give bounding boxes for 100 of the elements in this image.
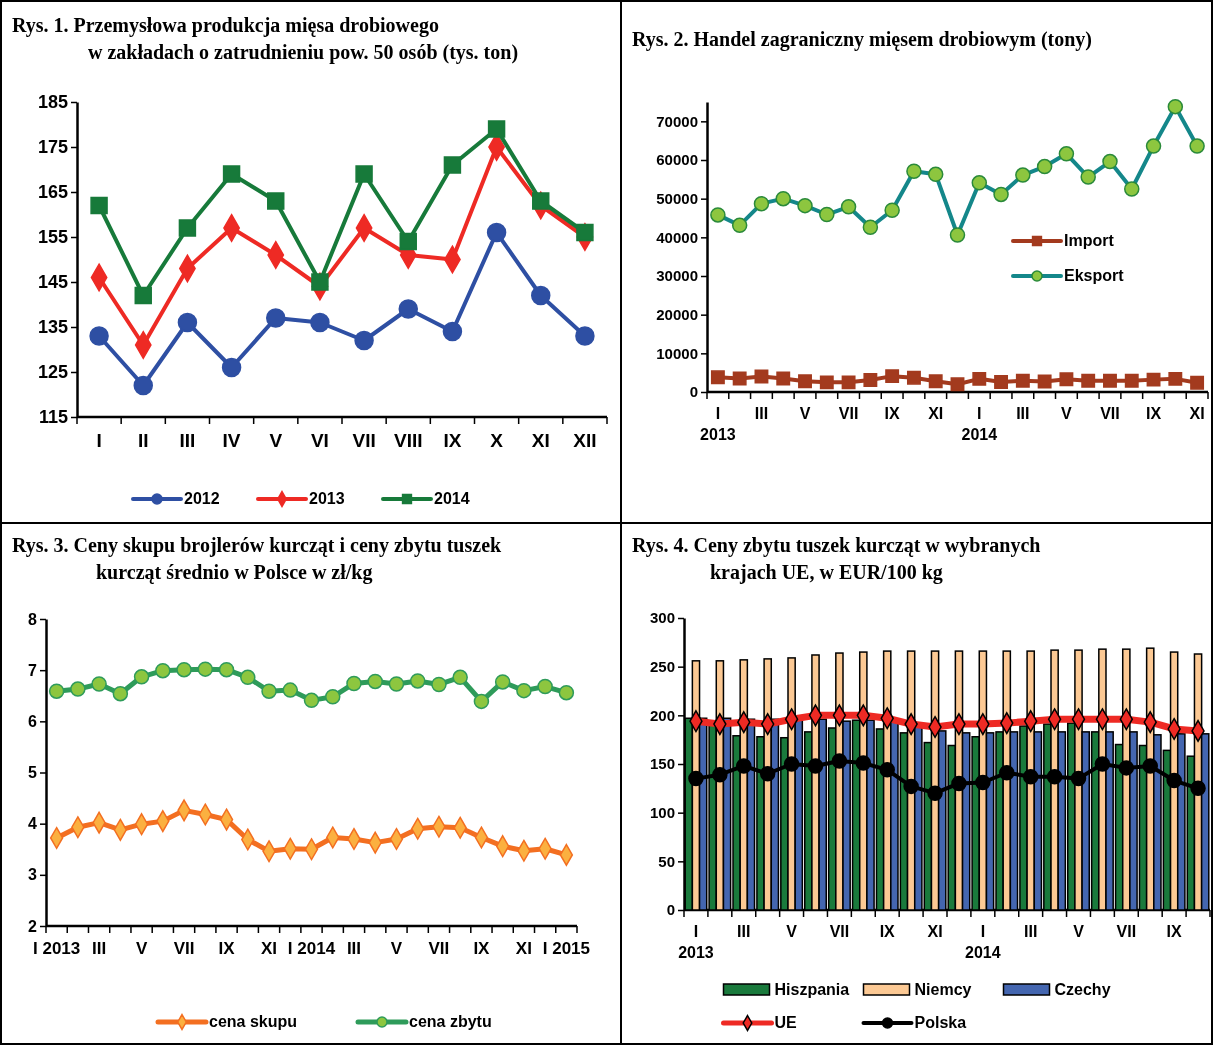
x-tick-label: IX bbox=[218, 939, 236, 958]
point bbox=[710, 370, 725, 385]
point bbox=[346, 675, 362, 692]
point bbox=[928, 374, 943, 389]
point bbox=[89, 326, 109, 346]
point bbox=[134, 286, 152, 305]
x-tick-label: XI bbox=[515, 939, 532, 958]
point bbox=[558, 684, 575, 701]
y-tick-label: 40000 bbox=[656, 228, 698, 246]
chart-title: Rys. 1. Przemysłowa produkcja mięsa drobiowego w zakładach o zatrudnieniu pow. 50 osób (tys. ton) bbox=[12, 14, 519, 64]
x-tick-label: IV bbox=[222, 430, 241, 451]
x-tick-label: VII bbox=[1116, 923, 1137, 940]
y-tick-label: 185 bbox=[37, 92, 68, 113]
point bbox=[759, 766, 776, 782]
point bbox=[532, 192, 550, 210]
point bbox=[367, 673, 383, 690]
y-tick-label: 135 bbox=[37, 317, 68, 338]
y-tick-label: 3 bbox=[28, 866, 38, 884]
point bbox=[575, 326, 595, 346]
x-tick-label: III bbox=[1016, 405, 1030, 422]
x-tick-label: XI bbox=[928, 405, 944, 422]
point bbox=[1094, 756, 1111, 772]
y-tick-label: 0 bbox=[666, 901, 675, 919]
point bbox=[388, 676, 405, 692]
point bbox=[732, 371, 747, 386]
point bbox=[133, 669, 150, 685]
y-tick-label: 5 bbox=[28, 764, 38, 782]
x-tick-label: III bbox=[346, 939, 362, 958]
point bbox=[1146, 372, 1161, 387]
x-tick-label: XII bbox=[573, 430, 597, 451]
point bbox=[311, 273, 329, 291]
x-tick-label: VII bbox=[838, 405, 859, 422]
point bbox=[261, 683, 277, 699]
x-tick-label: V bbox=[390, 939, 403, 958]
legend-label: 2014 bbox=[434, 490, 470, 507]
point bbox=[879, 762, 895, 778]
point bbox=[1124, 373, 1139, 388]
y-tick-label: 20000 bbox=[656, 305, 698, 323]
x-tick-label: I 2014 bbox=[965, 923, 1001, 961]
point bbox=[951, 775, 967, 792]
point bbox=[1190, 375, 1205, 390]
point bbox=[112, 685, 129, 702]
point bbox=[1190, 780, 1206, 797]
y-tick-label: 250 bbox=[649, 657, 675, 675]
point bbox=[486, 222, 507, 243]
y-tick-label: 115 bbox=[38, 407, 68, 428]
y-tick-label: 50 bbox=[658, 852, 675, 870]
point bbox=[1142, 758, 1158, 774]
y-tick-label: 200 bbox=[649, 706, 675, 724]
x-tick-label: XI bbox=[531, 430, 550, 451]
point bbox=[798, 374, 812, 389]
point bbox=[303, 692, 320, 709]
point bbox=[222, 165, 241, 183]
x-tick-label: VII bbox=[1100, 405, 1120, 422]
legend-label: Polska bbox=[914, 1014, 967, 1031]
point bbox=[240, 669, 256, 686]
y-tick-label: 145 bbox=[37, 272, 68, 293]
point bbox=[972, 371, 987, 386]
point bbox=[178, 219, 197, 237]
y-tick-label: 150 bbox=[649, 755, 675, 773]
point bbox=[354, 330, 374, 351]
x-tick-label: VII bbox=[173, 939, 195, 958]
x-tick-label: III bbox=[737, 923, 751, 940]
point bbox=[537, 678, 553, 695]
point bbox=[855, 755, 872, 771]
point bbox=[927, 785, 943, 801]
point bbox=[1022, 768, 1039, 785]
x-tick-label: I 2014 bbox=[287, 939, 336, 958]
y-tick-label: 4 bbox=[28, 815, 38, 833]
point bbox=[452, 669, 468, 686]
x-tick-label: I 2013 bbox=[32, 939, 81, 958]
x-tick-label: V bbox=[799, 405, 811, 422]
y-tick-label: 70000 bbox=[656, 112, 698, 130]
y-tick-label: 8 bbox=[28, 610, 38, 628]
legend-label: Hiszpania bbox=[774, 981, 850, 998]
chart-title: Rys. 3. Ceny skupu brojlerów kurcząt i ceny zbytu tuszek kurcząt średnio w Polsce w zł/kg bbox=[12, 534, 503, 584]
point bbox=[310, 312, 330, 333]
x-tick-label: III bbox=[1024, 923, 1038, 940]
x-tick-label: I bbox=[96, 430, 102, 451]
point bbox=[807, 758, 824, 774]
legend-label: Import bbox=[1064, 232, 1115, 249]
y-tick-label: 0 bbox=[689, 383, 698, 401]
x-tick-label: X bbox=[490, 430, 504, 451]
point bbox=[516, 682, 532, 699]
point bbox=[399, 232, 417, 251]
point bbox=[1168, 371, 1183, 386]
point bbox=[1015, 373, 1030, 388]
x-tick-label: IX bbox=[884, 405, 901, 422]
point bbox=[776, 371, 791, 386]
point bbox=[1103, 373, 1117, 388]
point bbox=[1070, 770, 1087, 787]
point bbox=[999, 765, 1015, 781]
point bbox=[218, 661, 235, 678]
point bbox=[1166, 772, 1182, 789]
y-tick-label: 60000 bbox=[656, 151, 698, 169]
point bbox=[355, 165, 373, 183]
point bbox=[176, 661, 192, 678]
y-tick-label: 125 bbox=[37, 362, 68, 383]
point bbox=[443, 156, 462, 174]
point bbox=[177, 312, 198, 333]
